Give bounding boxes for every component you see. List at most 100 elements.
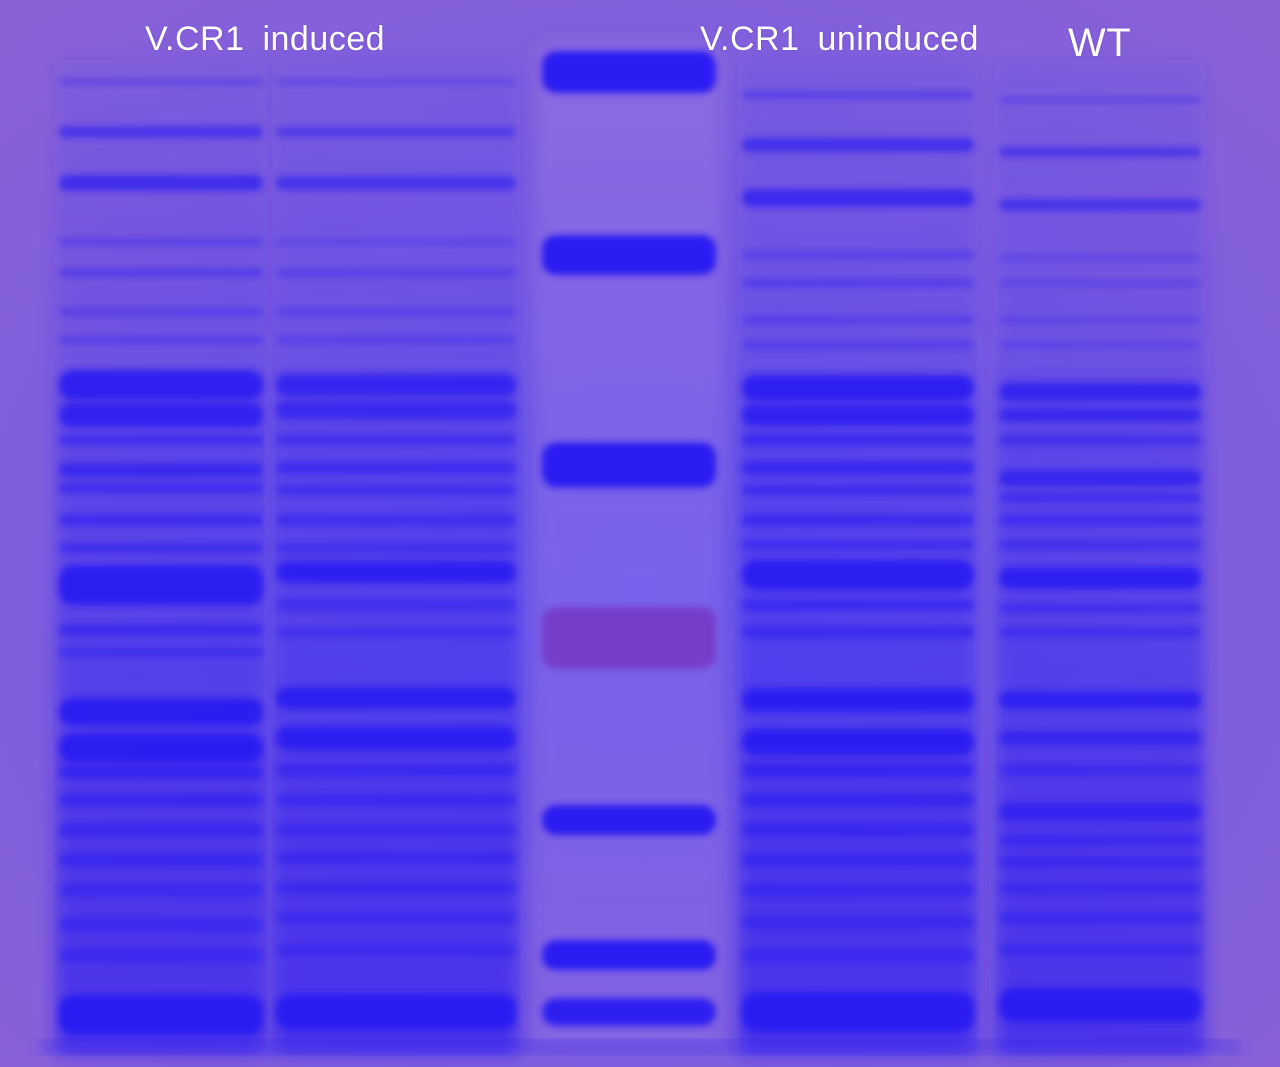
gel-band (276, 994, 516, 1030)
gel-band (999, 567, 1201, 589)
gel-band (999, 342, 1201, 348)
gel-band (999, 280, 1201, 286)
gel-band (742, 138, 974, 152)
gel-band (276, 336, 516, 344)
lane-induced-2 (272, 60, 520, 1055)
gel-band (999, 803, 1201, 821)
gel-band (742, 279, 974, 287)
gel-band (59, 435, 263, 445)
gel-band (276, 726, 516, 750)
gel-band (59, 370, 263, 400)
gel-band (276, 176, 516, 190)
gel-band (276, 374, 516, 396)
gel-band (276, 687, 516, 709)
gel-band (276, 852, 516, 864)
gel-band (59, 948, 263, 962)
gel-band (276, 627, 516, 637)
gel-band (999, 435, 1201, 445)
lane-label-wt: WT (1068, 21, 1132, 65)
gel-band (742, 948, 974, 962)
gel-band (999, 199, 1201, 211)
gel-band (276, 543, 516, 553)
gel-band (742, 91, 974, 99)
gel-band (59, 308, 263, 316)
gel-band (742, 316, 974, 324)
gel-band (742, 992, 974, 1032)
gel-band (276, 401, 516, 419)
lane-uninduced (738, 60, 978, 1055)
dye-front (40, 1040, 1240, 1054)
gel-band (742, 341, 974, 349)
gel-band (276, 127, 516, 137)
gel-band (742, 375, 974, 401)
gel-band (276, 944, 516, 956)
gel-band (276, 912, 516, 924)
gel-band (276, 599, 516, 611)
gel-band (276, 824, 516, 836)
gel-band (276, 269, 516, 277)
gel-band (742, 189, 974, 207)
gel-band (999, 383, 1201, 401)
gel-band (59, 483, 263, 493)
ladder-band (542, 51, 716, 93)
gel-band (742, 915, 974, 929)
gel-band (59, 624, 263, 636)
gel-band (999, 856, 1201, 868)
lane-ladder (538, 45, 720, 1050)
gel-band (276, 514, 516, 526)
gel-band (742, 763, 974, 777)
gel-band (999, 988, 1201, 1022)
gel-band (276, 462, 516, 474)
gel-band (59, 402, 263, 428)
gel-band (276, 308, 516, 316)
ladder-band (542, 940, 716, 970)
lane-label-induced: V.CR1 induced (145, 20, 386, 58)
gel-band (59, 238, 263, 246)
gel-band (999, 317, 1201, 323)
gel-band (742, 883, 974, 897)
gel-band (59, 765, 263, 779)
gel-band (742, 434, 974, 446)
gel-band (999, 731, 1201, 745)
gel-band (999, 834, 1201, 846)
gel-band (999, 944, 1201, 956)
gel-band (999, 882, 1201, 894)
gel-band (742, 626, 974, 638)
gel-band (276, 239, 516, 245)
gel-band (999, 765, 1201, 775)
gel-band (742, 404, 974, 426)
gel-band (59, 793, 263, 807)
gel-band (742, 729, 974, 755)
gel-band (742, 485, 974, 495)
gel-band (276, 764, 516, 776)
gel-band (742, 560, 974, 590)
gel-band (999, 493, 1201, 503)
ladder-band (542, 235, 716, 275)
gel-band (276, 794, 516, 806)
gel-band (742, 251, 974, 259)
ladder-band (542, 607, 716, 669)
gel-band (276, 435, 516, 445)
gel-band (742, 514, 974, 526)
gel-band (999, 97, 1201, 103)
gel-band (742, 688, 974, 712)
gel-band (59, 918, 263, 932)
gel-band (276, 485, 516, 495)
gel-band (59, 175, 263, 191)
gel-band (59, 269, 263, 277)
gel-band (59, 883, 263, 897)
gel-band (59, 853, 263, 867)
gel-band (276, 561, 516, 583)
gel-band (276, 79, 516, 85)
gel-band (59, 698, 263, 726)
gel-band (59, 995, 263, 1035)
gel-band (999, 912, 1201, 924)
gel-band (59, 463, 263, 477)
gel-band (742, 599, 974, 611)
gel-band (999, 691, 1201, 709)
gel-band (59, 733, 263, 763)
gel-band (59, 823, 263, 837)
gel-band (742, 793, 974, 807)
ladder-band (542, 805, 716, 835)
